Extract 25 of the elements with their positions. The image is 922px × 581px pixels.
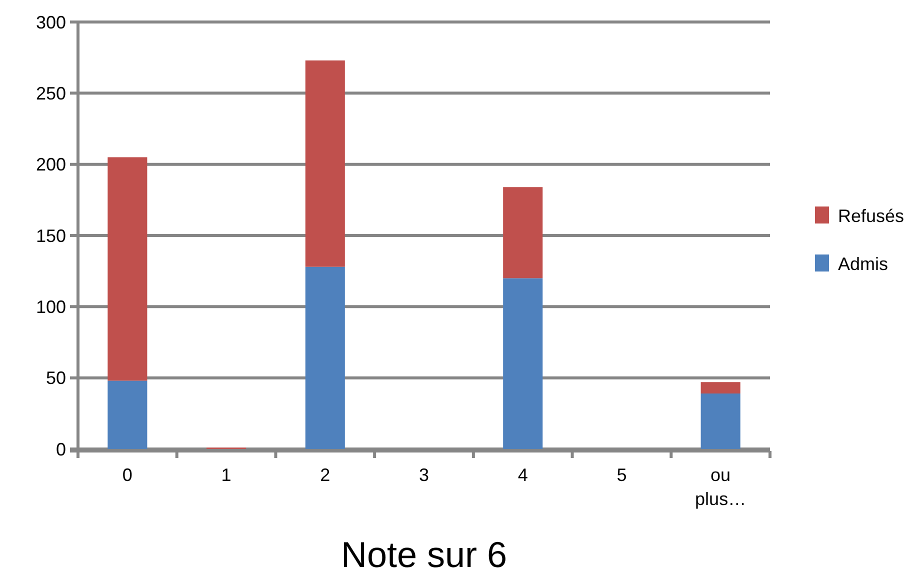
bar xyxy=(108,157,148,381)
bar xyxy=(700,393,740,449)
x-tick-label: 3 xyxy=(418,465,430,485)
x-axis-title: Note sur 6 xyxy=(340,534,508,575)
x-tick-label: 2 xyxy=(320,465,330,485)
y-tick-label: 250 xyxy=(36,83,66,104)
bar xyxy=(305,60,345,267)
bar xyxy=(700,382,740,394)
x-tick-label: 5 xyxy=(616,465,627,485)
bar xyxy=(503,187,543,278)
bar xyxy=(503,278,543,449)
y-tick-label: 0 xyxy=(56,439,66,460)
legend-label: Refusés xyxy=(838,206,904,226)
bar xyxy=(108,380,148,449)
y-tick-label: 300 xyxy=(36,12,66,32)
x-tick-label: 1 xyxy=(221,465,232,485)
x-tick-label: ou plus… xyxy=(695,465,746,509)
x-tick-label: 4 xyxy=(518,465,528,485)
legend-label: Admis xyxy=(838,254,888,274)
y-tick-label: 150 xyxy=(36,226,66,246)
y-tick-label: 50 xyxy=(46,368,66,388)
y-tick-label: 200 xyxy=(36,154,66,175)
bar xyxy=(305,266,345,449)
x-tick-label: 0 xyxy=(122,465,132,485)
y-tick-label: 100 xyxy=(36,296,66,317)
